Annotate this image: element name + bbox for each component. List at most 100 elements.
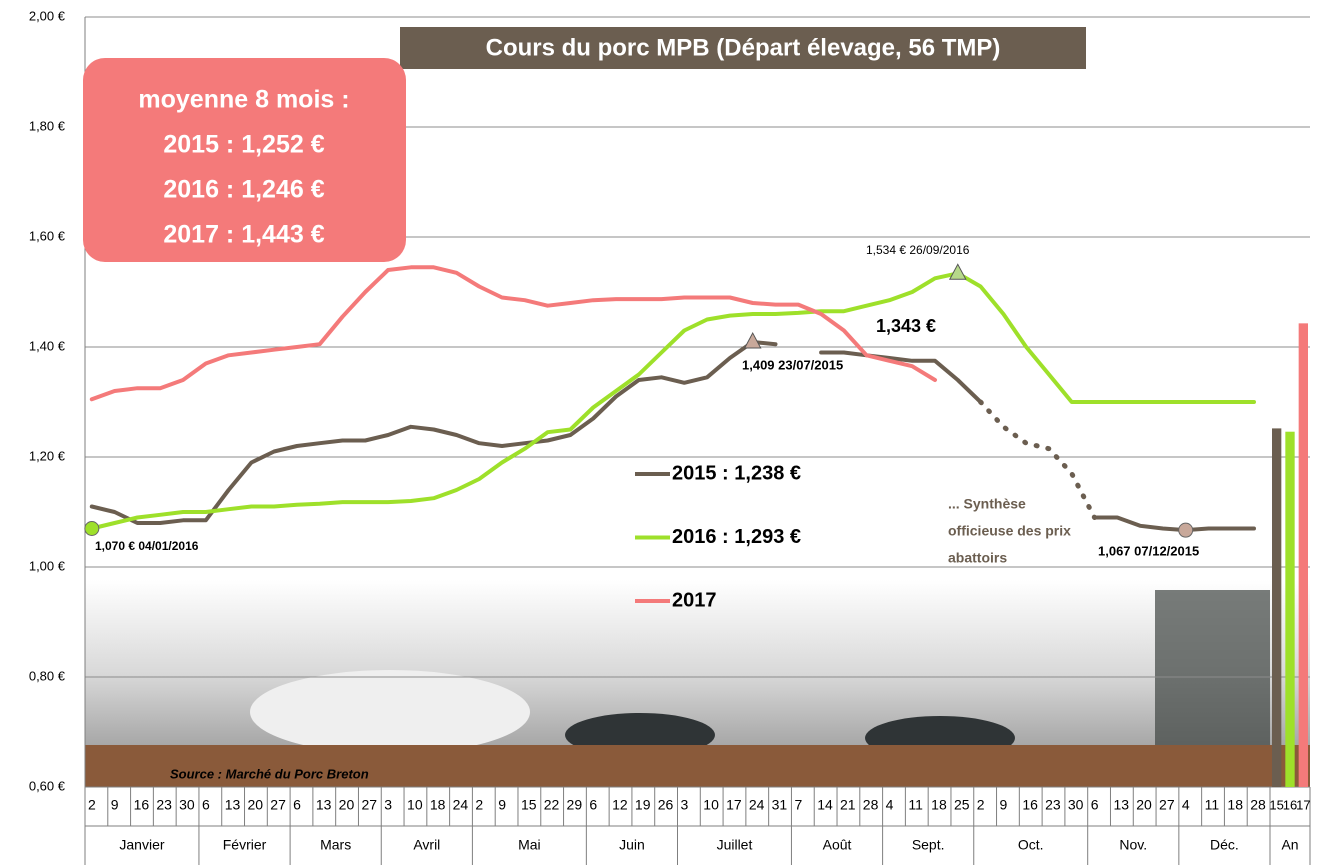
annotation: Source : Marché du Porc Breton	[170, 766, 369, 781]
series-line	[821, 353, 981, 403]
annual-bar	[1272, 428, 1281, 787]
series-line	[92, 342, 776, 523]
average-text: 2015 : 1,252 €	[163, 131, 324, 159]
annotation: 1,343 €	[876, 316, 936, 336]
y-tick-label: 1,60 €	[29, 228, 66, 243]
month-label: Juin	[619, 837, 645, 853]
x-tick-label: 31	[772, 797, 788, 813]
x-tick-label: 2	[475, 797, 483, 813]
x-tick-label: 3	[384, 797, 392, 813]
x-tick-label: 13	[316, 797, 332, 813]
x-tick-label: 25	[954, 797, 970, 813]
point-marker	[950, 264, 966, 279]
x-tick-label: 16	[134, 797, 150, 813]
x-tick-label: 10	[703, 797, 719, 813]
y-tick-label: 1,80 €	[29, 118, 66, 133]
x-tick-label: 4	[886, 797, 894, 813]
x-tick-label: 2	[977, 797, 985, 813]
x-tick-label: 6	[1091, 797, 1099, 813]
annotation: 1,067 07/12/2015	[1098, 543, 1199, 558]
x-tick-label: 2	[88, 797, 96, 813]
annotation: abattoirs	[948, 550, 1007, 566]
annual-bar	[1285, 432, 1294, 787]
x-tick-label: 20	[248, 797, 264, 813]
x-tick-label: 17	[1296, 797, 1310, 812]
x-tick-label: 23	[1045, 797, 1061, 813]
month-label: An	[1281, 837, 1298, 853]
average-text: moyenne 8 mois :	[138, 86, 349, 114]
series-line	[1095, 518, 1255, 531]
series-line	[92, 273, 1254, 528]
x-tick-label: 16	[1283, 797, 1297, 812]
x-tick-label: 13	[1113, 797, 1129, 813]
month-label: Déc.	[1210, 837, 1239, 853]
chart: Cours du porc MPB (Départ élevage, 56 TM…	[0, 0, 1319, 865]
x-tick-label: 17	[726, 797, 742, 813]
x-tick-label: 12	[612, 797, 628, 813]
month-label: Juillet	[717, 837, 753, 853]
x-tick-label: 22	[544, 797, 560, 813]
x-tick-label: 9	[111, 797, 119, 813]
month-label: Nov.	[1119, 837, 1147, 853]
x-tick-label: 9	[1000, 797, 1008, 813]
x-tick-label: 4	[1182, 797, 1190, 813]
x-tick-label: 18	[430, 797, 446, 813]
x-tick-label: 14	[817, 797, 833, 813]
x-tick-label: 26	[658, 797, 674, 813]
x-tick-label: 13	[225, 797, 241, 813]
y-tick-label: 1,40 €	[29, 338, 66, 353]
annual-bar	[1299, 323, 1308, 787]
x-tick-label: 11	[1205, 797, 1220, 813]
month-label: Février	[223, 837, 267, 853]
series-line	[92, 267, 935, 399]
x-tick-label: 28	[1250, 797, 1266, 813]
x-tick-label: 6	[589, 797, 597, 813]
y-tick-label: 1,20 €	[29, 448, 66, 463]
x-tick-label: 29	[567, 797, 583, 813]
annotation: 1,534 € 26/09/2016	[866, 243, 970, 257]
month-label: Oct.	[1018, 837, 1044, 853]
x-tick-label: 7	[794, 797, 802, 813]
x-tick-label: 21	[840, 797, 856, 813]
average-text: 2017 : 1,443 €	[163, 221, 324, 249]
x-tick-label: 30	[1068, 797, 1084, 813]
x-tick-label: 10	[407, 797, 423, 813]
x-tick-label: 27	[361, 797, 377, 813]
chart-title: Cours du porc MPB (Départ élevage, 56 TM…	[486, 34, 1001, 61]
y-tick-label: 0,60 €	[29, 778, 66, 793]
average-text: 2016 : 1,246 €	[163, 176, 324, 204]
legend-label: 2016 : 1,293 €	[672, 526, 801, 548]
annotation: 1,070 € 04/01/2016	[95, 539, 199, 553]
x-tick-label: 24	[749, 797, 765, 813]
x-tick-label: 27	[270, 797, 286, 813]
x-tick-label: 20	[339, 797, 355, 813]
x-tick-label: 18	[931, 797, 947, 813]
x-tick-label: 3	[681, 797, 689, 813]
x-tick-label: 23	[156, 797, 172, 813]
x-tick-label: 6	[202, 797, 210, 813]
x-tick-label: 16	[1022, 797, 1038, 813]
x-tick-label: 27	[1159, 797, 1175, 813]
x-tick-label: 6	[293, 797, 301, 813]
month-label: Mars	[320, 837, 351, 853]
y-tick-label: 0,80 €	[29, 668, 66, 683]
annotation: 1,409 23/07/2015	[742, 357, 843, 372]
month-label: Mai	[518, 837, 541, 853]
legend-label: 2015 : 1,238 €	[672, 462, 801, 484]
annotation: officieuse des prix	[948, 523, 1071, 539]
x-tick-label: 15	[521, 797, 537, 813]
x-tick-label: 19	[635, 797, 651, 813]
month-label: Janvier	[119, 837, 164, 853]
x-tick-label: 24	[453, 797, 469, 813]
legend-label: 2017	[672, 589, 717, 611]
x-tick-label: 15	[1269, 797, 1283, 812]
x-tick-label: 11	[908, 797, 923, 813]
x-tick-label: 9	[498, 797, 506, 813]
y-tick-label: 1,00 €	[29, 558, 66, 573]
point-marker	[85, 522, 99, 536]
x-tick-label: 18	[1227, 797, 1243, 813]
x-tick-label: 28	[863, 797, 879, 813]
month-label: Août	[823, 837, 852, 853]
month-label: Sept.	[912, 837, 945, 853]
point-marker	[1179, 523, 1193, 537]
